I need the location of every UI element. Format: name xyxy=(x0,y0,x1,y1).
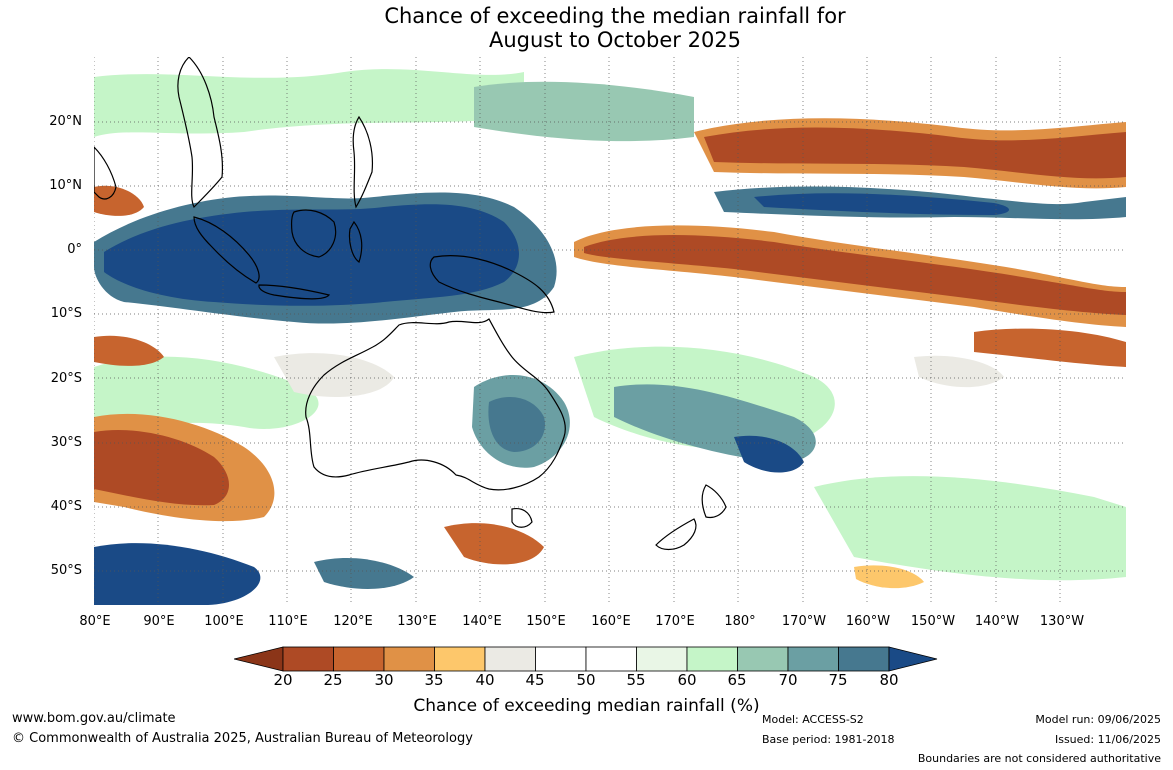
colorbar-box xyxy=(737,646,789,672)
colorbar-tick-35: 35 xyxy=(424,671,444,689)
colorbar-tick-65: 65 xyxy=(727,671,747,689)
lon-label-140e: 140°E xyxy=(462,614,502,629)
shading-wet-south-pacific-core xyxy=(734,435,804,473)
colorbar xyxy=(233,645,940,673)
lon-label-140w: 140°W xyxy=(974,614,1020,629)
colorbar-box xyxy=(585,646,637,672)
colorbar-box xyxy=(434,646,486,672)
coastline-australia xyxy=(305,318,566,491)
coastline-tasmania xyxy=(511,507,533,528)
lon-label-130e: 130°E xyxy=(397,614,437,629)
website-link[interactable]: www.bom.gov.au/climate xyxy=(12,711,176,726)
lon-label-170e: 170°E xyxy=(655,614,695,629)
issued-date: Issued: 11/06/2025 xyxy=(1054,733,1161,746)
colorbar-tick-80: 80 xyxy=(879,671,899,689)
lon-label-150e: 150°E xyxy=(526,614,566,629)
map-title: Chance of exceeding the median rainfall … xyxy=(0,4,1173,52)
lon-label-150w: 150°W xyxy=(910,614,956,629)
model-name: Model: ACCESS-S2 xyxy=(762,713,864,726)
lat-label-10n: 10°N xyxy=(49,178,82,193)
rainfall-probability-map xyxy=(94,57,1126,605)
lon-label-160e: 160°E xyxy=(591,614,631,629)
colorbar-box xyxy=(787,646,839,672)
shading-green-north-pacific xyxy=(474,81,694,142)
coastline-java xyxy=(258,284,331,300)
shading-wet-southern-ocean-2 xyxy=(314,557,414,589)
colorbar-box xyxy=(282,646,334,672)
lon-label-180: 180° xyxy=(724,614,756,629)
lon-label-110e: 110°E xyxy=(268,614,308,629)
shading-dry-south-of-tasmania xyxy=(444,523,544,565)
lat-label-30s: 30°S xyxy=(50,435,82,450)
title-line-2: August to October 2025 xyxy=(488,28,742,52)
shading-dry-indian-ocean xyxy=(94,335,164,366)
lat-label-50s: 50°S xyxy=(50,563,82,578)
coastline-new-guinea xyxy=(429,255,555,314)
lon-label-160w: 160°W xyxy=(845,614,891,629)
lon-label-90e: 90°E xyxy=(143,614,175,629)
graticule xyxy=(94,57,1126,605)
colorbar-label: Chance of exceeding median rainfall (%) xyxy=(413,696,760,716)
boundaries-disclaimer: Boundaries are not considered authoritat… xyxy=(917,752,1161,765)
coastlines xyxy=(94,57,727,551)
lat-label-20s: 20°S xyxy=(50,371,82,386)
shading-wet-itcz-core xyxy=(754,193,1009,215)
colorbar-tick-75: 75 xyxy=(828,671,848,689)
colorbar-tick-50: 50 xyxy=(576,671,596,689)
colorbar-tick-40: 40 xyxy=(475,671,495,689)
map-canvas xyxy=(94,57,1126,605)
coastline-borneo xyxy=(291,209,337,258)
model-run-date: Model run: 09/06/2025 xyxy=(1035,713,1161,726)
shading-dry-equatorial-core xyxy=(584,235,1126,315)
shading-dry-south-indian-ocean xyxy=(94,429,229,506)
shading-light-green-south-pacific xyxy=(814,476,1126,581)
lon-label-170w: 170°W xyxy=(781,614,827,629)
probability-shading xyxy=(94,69,1126,605)
colorbar-box xyxy=(535,646,587,672)
coastline-new-zealand-north xyxy=(701,484,727,519)
lat-label-0: 0° xyxy=(67,242,82,257)
colorbar-tick-25: 25 xyxy=(323,671,343,689)
base-period: Base period: 1981-2018 xyxy=(762,733,895,746)
title-line-1: Chance of exceeding the median rainfall … xyxy=(384,4,846,28)
colorbar-arrow-high xyxy=(888,646,938,672)
coastline-india xyxy=(94,146,117,200)
coastline-indochina xyxy=(177,57,224,209)
colorbar-tick-70: 70 xyxy=(778,671,798,689)
colorbar-box xyxy=(636,646,688,672)
shading-dry-south-pacific-east xyxy=(974,328,1126,367)
colorbar-box xyxy=(686,646,738,672)
colorbar-box xyxy=(484,646,536,672)
colorbar-graphic xyxy=(233,646,938,672)
lat-label-40s: 40°S xyxy=(50,499,82,514)
colorbar-tick-60: 60 xyxy=(677,671,697,689)
coastline-sumatra xyxy=(193,216,260,284)
lat-label-20n: 20°N xyxy=(49,114,82,129)
lon-label-130w: 130°W xyxy=(1039,614,1085,629)
copyright-notice: © Commonwealth of Australia 2025, Austra… xyxy=(12,731,473,746)
colorbar-arrow-low xyxy=(233,646,284,672)
lon-label-100e: 100°E xyxy=(204,614,244,629)
coastline-sulawesi xyxy=(348,220,363,263)
colorbar-box xyxy=(333,646,385,672)
lon-label-120e: 120°E xyxy=(333,614,373,629)
lat-label-10s: 10°S xyxy=(50,306,82,321)
shading-dry-bay-of-bengal xyxy=(94,185,144,216)
shading-wet-southern-ocean xyxy=(94,543,261,605)
colorbar-tick-55: 55 xyxy=(626,671,646,689)
shading-light-green-north xyxy=(94,69,524,137)
colorbar-box xyxy=(383,646,435,672)
shading-wet-eastern-australia-core xyxy=(488,397,545,452)
colorbar-tick-45: 45 xyxy=(525,671,545,689)
colorbar-box xyxy=(838,646,890,672)
shading-dry-north-pacific xyxy=(704,127,1126,179)
shading-near-normal-2 xyxy=(914,355,1004,388)
lon-label-80e: 80°E xyxy=(79,614,111,629)
colorbar-tick-30: 30 xyxy=(374,671,394,689)
coastline-philippines xyxy=(352,115,374,209)
coastline-new-zealand-south xyxy=(655,518,697,551)
colorbar-tick-20: 20 xyxy=(273,671,293,689)
shading-near-normal-1 xyxy=(274,353,394,397)
